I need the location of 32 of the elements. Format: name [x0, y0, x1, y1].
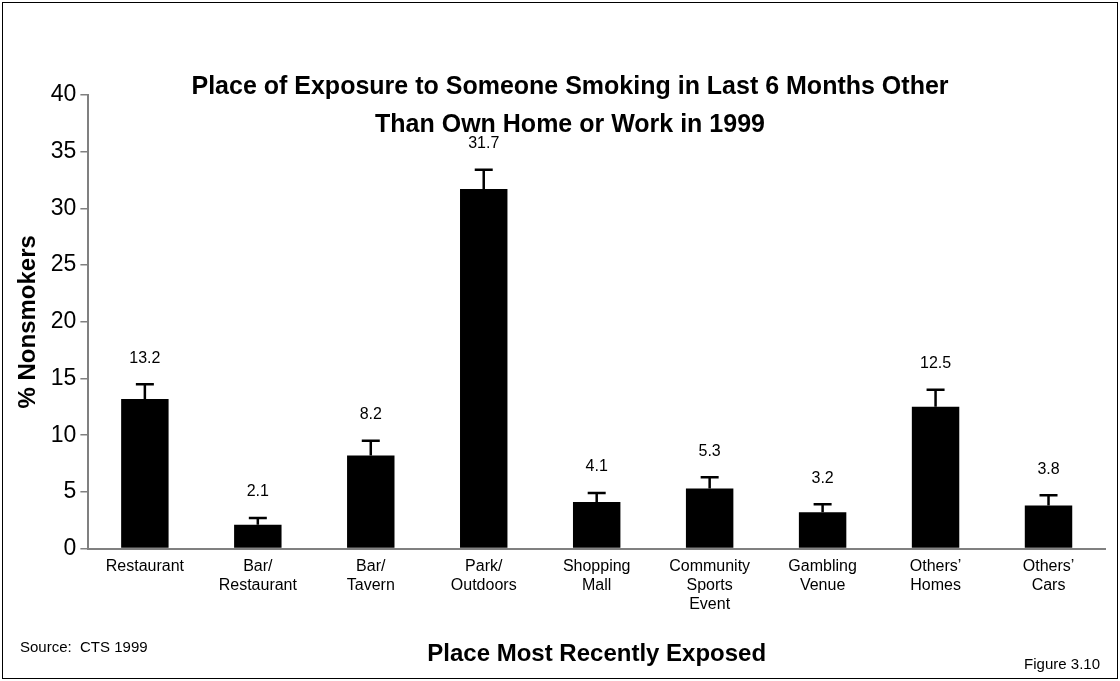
data-label: 31.7: [468, 134, 500, 152]
x-tick-label: Others’ Cars: [1022, 556, 1075, 593]
y-tick-label: 15: [50, 363, 77, 390]
y-tick-label: 35: [50, 137, 77, 164]
x-axis-title: Place Most Recently Exposed: [427, 639, 767, 667]
data-label: 3.8: [1037, 459, 1060, 477]
chart-title: Place of Exposure to Someone Smoking in Last 6 Months Other Than Own Home or Work in 1999: [191, 70, 949, 137]
x-tick-label: Shopping Mall: [562, 556, 631, 593]
x-tick-label: Gambling Venue: [788, 556, 857, 593]
data-label: 2.1: [246, 482, 270, 500]
data-label: 4.1: [585, 457, 608, 475]
y-tick-label: 10: [50, 420, 77, 447]
data-label: 3.2: [811, 468, 834, 486]
x-tick-label: Restaurant: [105, 556, 185, 574]
x-tick-label: Bar/ Restaurant: [218, 556, 298, 593]
data-label: 13.2: [129, 348, 161, 366]
y-tick-label: 0: [63, 533, 77, 560]
y-tick-label: 30: [50, 193, 77, 220]
y-tick-label: 20: [50, 307, 77, 334]
y-axis-title: % Nonsmokers: [13, 235, 41, 409]
y-tick-label: 40: [50, 80, 77, 107]
y-tick-label: 5: [63, 477, 77, 504]
x-tick-label: Community Sports Event: [669, 556, 751, 613]
y-tick-label: 25: [50, 250, 77, 277]
x-tick-label: Others’ Homes: [909, 556, 962, 593]
x-tick-label: Bar/ Tavern: [346, 556, 395, 593]
caption: Figure 3.10: [1024, 655, 1100, 673]
data-label: 5.3: [698, 441, 721, 459]
data-label: 8.2: [359, 405, 382, 423]
data-label: 12.5: [919, 354, 952, 372]
source-note: Source: CTS 1999: [20, 638, 148, 656]
x-tick-label: Park/ Outdoors: [450, 556, 517, 593]
